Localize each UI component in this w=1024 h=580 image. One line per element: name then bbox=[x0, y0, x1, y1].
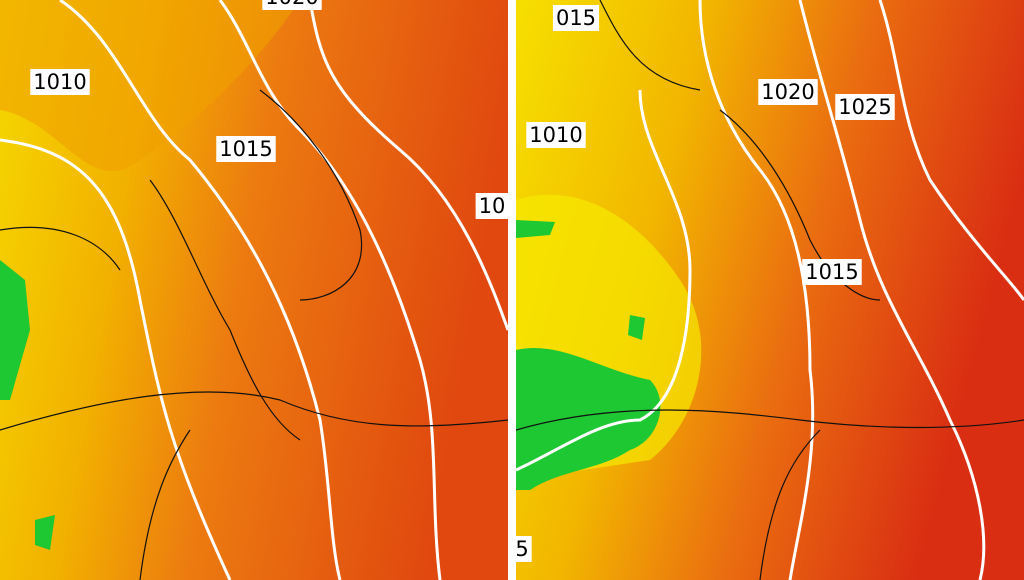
label-box bbox=[216, 136, 276, 162]
isobar-label: 1010 bbox=[526, 122, 586, 148]
label-box bbox=[835, 94, 895, 120]
label-box bbox=[262, 0, 322, 10]
label-box bbox=[512, 536, 532, 562]
isobar-value: 015 bbox=[556, 6, 596, 30]
isobar-label: 1020 bbox=[262, 0, 322, 10]
isobar-value: 1015 bbox=[805, 260, 858, 284]
label-box bbox=[30, 69, 90, 95]
isobar-value: 1020 bbox=[265, 0, 318, 9]
isobar-value: 1025 bbox=[838, 95, 891, 119]
isobar-label: 1015 bbox=[216, 136, 276, 162]
isobar-label: 015 bbox=[552, 5, 600, 31]
label-box bbox=[758, 79, 818, 105]
isobar-value: 1010 bbox=[529, 123, 582, 147]
isobar-value: 5 bbox=[515, 537, 528, 561]
isobar-value: 1015 bbox=[219, 137, 272, 161]
label-box bbox=[526, 122, 586, 148]
isobar-label: 1010 bbox=[30, 69, 90, 95]
label-box bbox=[475, 193, 509, 219]
label-box bbox=[552, 5, 600, 31]
isobar-label: 1015 bbox=[802, 259, 862, 285]
isobar-value: 1020 bbox=[761, 80, 814, 104]
isobar-value: 10 bbox=[479, 194, 506, 218]
label-box bbox=[802, 259, 862, 285]
isobar-value: 1010 bbox=[33, 70, 86, 94]
isobar-label: 1020 bbox=[758, 79, 818, 105]
isobar-label: 1025 bbox=[835, 94, 895, 120]
isobar-label: 5 bbox=[512, 536, 532, 562]
right-panel bbox=[516, 0, 1024, 580]
isobar-labels: 1020 1010 1015 10 015 1010 1020 1025 1015 5 bbox=[30, 0, 895, 562]
left-panel bbox=[0, 0, 508, 580]
isobar-label: 10 bbox=[475, 193, 509, 219]
